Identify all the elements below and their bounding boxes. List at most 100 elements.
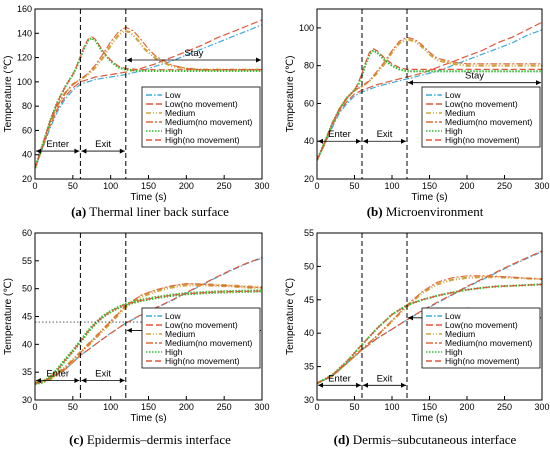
x-tick-label: 0 xyxy=(314,402,319,412)
chart-panel-a: Enter Exit Stay 0 50 100 150 200 250 300 20 40 60 80 1… xyxy=(3,4,270,219)
series-line-medium-no-movement xyxy=(317,36,542,161)
x-tick-label: 200 xyxy=(459,402,474,412)
series-line-high xyxy=(317,49,542,161)
x-tick-label: 150 xyxy=(141,181,156,191)
y-tick-label: 45 xyxy=(22,312,32,322)
phase-arrow-enter: Enter xyxy=(36,139,80,154)
series-line-medium xyxy=(317,38,542,161)
legend-entry: Medium xyxy=(445,329,475,339)
series-group xyxy=(317,250,542,385)
panel-caption: (b) Microenvironment xyxy=(367,204,484,219)
legend-entry: High(no movement) xyxy=(445,356,520,366)
chart-panel-b: Enter Exit Stay 0 50 100 150 200 250 300 20 40 60 80 1… xyxy=(285,8,550,219)
phase-arrow-exit: Exit xyxy=(81,139,125,154)
legend-entry: Medium(no movement) xyxy=(165,338,253,348)
series-line-medium-no-movement xyxy=(35,283,262,384)
legend-entry: Medium(no movement) xyxy=(445,117,533,127)
y-tick-label: 60 xyxy=(22,228,32,238)
y-tick-label: 55 xyxy=(22,256,32,266)
y-tick-label: 60 xyxy=(304,98,314,108)
series-line-medium-no-movement xyxy=(35,26,262,169)
x-tick-label: 100 xyxy=(384,181,399,191)
x-tick-label: 300 xyxy=(534,181,549,191)
x-tick-label: 250 xyxy=(217,402,232,412)
legend-entry: Low xyxy=(445,90,461,100)
x-tick-label: 150 xyxy=(422,181,437,191)
x-tick-label: 200 xyxy=(179,181,194,191)
caption-text: Thermal liner back surface xyxy=(86,204,229,219)
chart-panel-c: EnterExitStay050100150200250300303540455… xyxy=(3,228,270,447)
series-line-medium xyxy=(317,276,542,385)
x-tick-label: 0 xyxy=(314,181,319,191)
legend-entry: Low(no movement) xyxy=(165,99,238,109)
y-tick-label: 50 xyxy=(22,284,32,294)
phase-arrow-enter: Enter xyxy=(36,369,80,384)
y-axis-label: Temperature (℃) xyxy=(285,56,296,133)
x-tick-label: 50 xyxy=(349,402,359,412)
legend-entry: Low xyxy=(445,311,461,321)
legend-entry: Medium xyxy=(165,108,195,118)
y-tick-label: 50 xyxy=(304,261,314,271)
phase-arrow-enter: Enter xyxy=(318,129,361,144)
x-axis-label: Time (s) xyxy=(411,192,447,203)
phase-label: Exit xyxy=(377,129,393,140)
y-axis-label: Temperature (℃) xyxy=(3,56,14,133)
phase-label: Exit xyxy=(95,139,111,150)
phase-label: Exit xyxy=(377,373,393,384)
y-axis-label: Temperature (℃) xyxy=(3,278,14,355)
legend-entry: Low(no movement) xyxy=(445,320,518,330)
legend-entry: High(no movement) xyxy=(445,135,520,145)
y-tick-label: 120 xyxy=(17,53,32,63)
caption-letter: (c) xyxy=(69,432,83,447)
x-axis-label: Time (s) xyxy=(130,413,166,424)
x-tick-label: 100 xyxy=(384,402,399,412)
legend-entry: Medium xyxy=(165,329,195,339)
legend-entry: Low(no movement) xyxy=(165,320,238,330)
series-line-high-no-movement xyxy=(317,283,542,384)
legend-entry: Low(no movement) xyxy=(445,99,518,109)
legend-entry: Low xyxy=(165,90,181,100)
phase-arrow-stay: Stay xyxy=(126,48,261,63)
y-tick-label: 55 xyxy=(304,228,314,238)
x-tick-label: 300 xyxy=(254,402,269,412)
y-tick-label: 30 xyxy=(22,395,32,405)
y-tick-label: 40 xyxy=(304,136,314,146)
y-tick-label: 60 xyxy=(22,125,32,135)
caption-text: Microenvironment xyxy=(383,204,484,219)
x-tick-label: 100 xyxy=(103,402,118,412)
series-line-medium-no-movement xyxy=(317,275,542,384)
y-tick-label: 40 xyxy=(22,339,32,349)
phase-arrow-enter: Enter xyxy=(318,373,361,388)
x-tick-label: 300 xyxy=(534,402,549,412)
series-line-high-no-movement xyxy=(35,290,262,384)
panel-caption: (c) Epidermis–dermis interface xyxy=(69,432,231,447)
x-axis-label: Time (s) xyxy=(130,192,166,203)
y-tick-label: 160 xyxy=(17,4,32,14)
x-tick-label: 100 xyxy=(103,181,118,191)
x-axis-label: Time (s) xyxy=(411,413,447,424)
y-tick-label: 35 xyxy=(22,367,32,377)
y-tick-label: 100 xyxy=(17,77,32,87)
legend-entry: High(no movement) xyxy=(165,135,240,145)
y-tick-label: 45 xyxy=(304,295,314,305)
x-tick-label: 250 xyxy=(497,181,512,191)
phase-label: Enter xyxy=(328,129,351,140)
legend-entry: High xyxy=(165,347,183,357)
x-tick-label: 0 xyxy=(32,402,37,412)
series-line-low xyxy=(317,29,542,161)
phase-label: Enter xyxy=(46,139,69,150)
chart-panel-d: EnterExitStay050100150200250300303540455… xyxy=(285,228,550,447)
x-tick-label: 250 xyxy=(217,181,232,191)
y-tick-label: 100 xyxy=(299,23,314,33)
series-line-low-no-movement xyxy=(35,19,262,169)
legend-entry: High xyxy=(165,126,183,136)
phase-arrow-exit: Exit xyxy=(363,373,406,388)
x-tick-label: 50 xyxy=(68,402,78,412)
legend-entry: Medium xyxy=(445,108,475,118)
phase-label: Exit xyxy=(95,369,111,380)
y-tick-label: 80 xyxy=(22,101,32,111)
